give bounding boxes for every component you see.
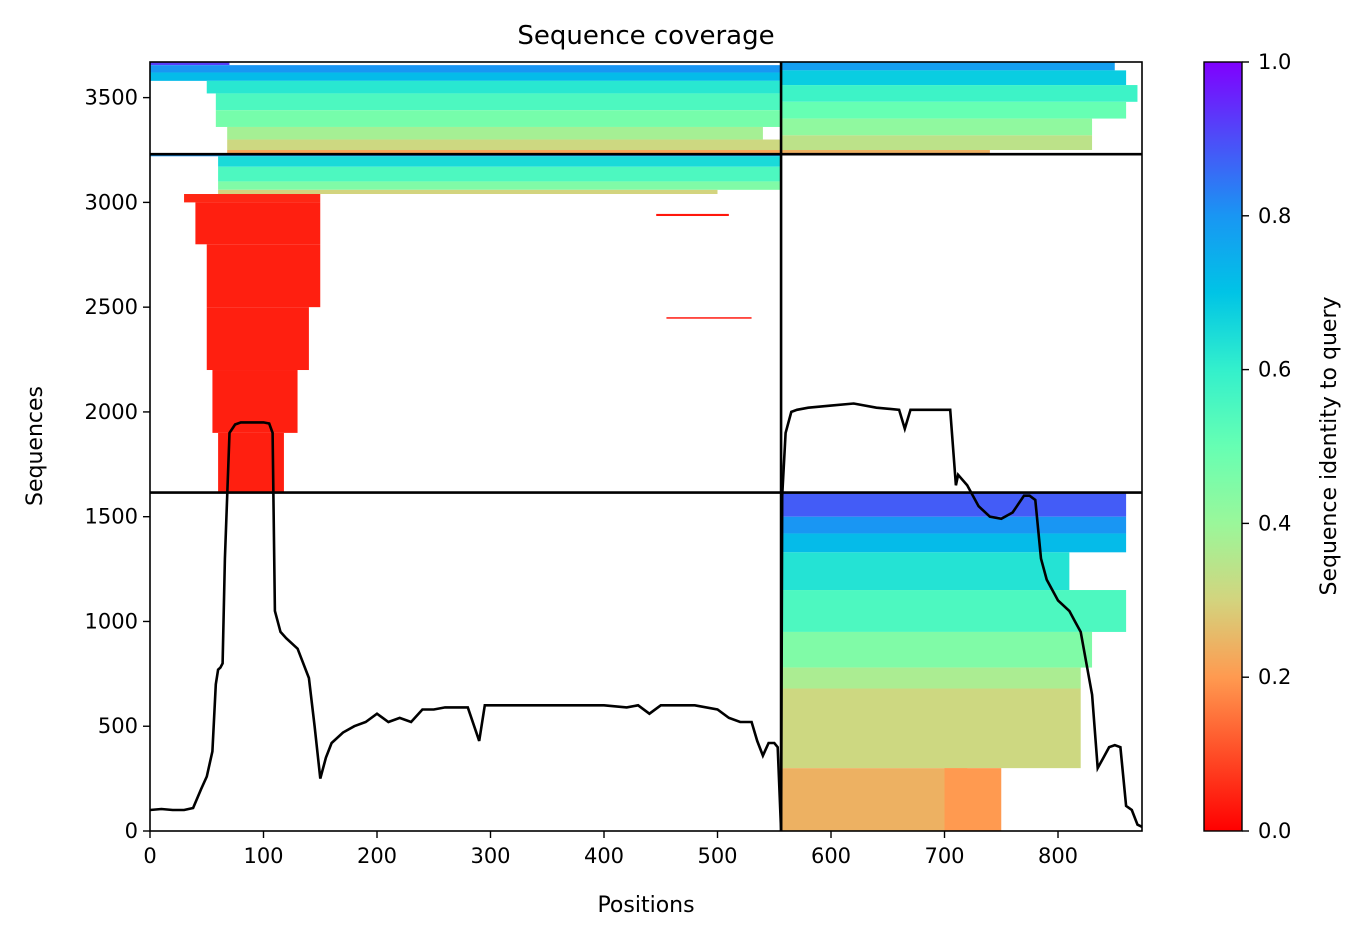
colorbar-gradient — [1203, 61, 1243, 832]
y-tick-label: 0 — [125, 819, 138, 843]
coverage-block — [184, 194, 321, 203]
colorbar-tick-label: 0.8 — [1258, 204, 1291, 228]
coverage-block — [781, 552, 1070, 591]
x-tick-label: 100 — [243, 844, 283, 868]
coverage-block — [781, 631, 1093, 668]
coverage-block — [218, 166, 782, 182]
plot-area — [149, 61, 1143, 832]
coverage-block — [666, 317, 752, 319]
coverage-block — [781, 135, 1093, 151]
y-tick-label: 1000 — [85, 609, 138, 633]
coverage-block — [781, 150, 990, 155]
x-axis: 0 100 200 300 400 500 600 700 800 — [143, 831, 1078, 868]
coverage-block — [944, 768, 1002, 831]
plot-frame — [149, 61, 1143, 832]
y-tick-label: 3500 — [85, 86, 138, 110]
coverage-block — [195, 202, 321, 245]
colorbar-label: Sequence identity to query — [1317, 296, 1342, 595]
coverage-block — [227, 126, 763, 140]
x-tick-label: 200 — [357, 844, 397, 868]
coverage-block — [206, 307, 309, 371]
coverage-block — [656, 213, 729, 217]
coverage-block — [218, 181, 782, 190]
x-tick-label: 600 — [811, 844, 851, 868]
y-tick-label: 1500 — [85, 505, 138, 529]
coverage-block — [781, 688, 1081, 769]
coverage-block — [150, 65, 782, 73]
y-tick-label: 3000 — [85, 190, 138, 214]
chart-title: Sequence coverage — [517, 21, 774, 51]
x-tick-label: 400 — [584, 844, 624, 868]
coverage-block — [206, 80, 782, 94]
x-tick-label: 500 — [697, 844, 737, 868]
coverage-block — [781, 516, 1127, 534]
colorbar: 0.0 0.2 0.4 0.6 0.8 1.0 Sequence identity to … — [1203, 50, 1342, 843]
colorbar-tick-label: 0.4 — [1258, 511, 1291, 535]
colorbar-tick-label: 0.6 — [1258, 358, 1291, 382]
coverage-block — [781, 590, 1127, 632]
coverage-line — [150, 402, 1142, 831]
x-tick-label: 800 — [1038, 844, 1078, 868]
colorbar-ticks: 0.0 0.2 0.4 0.6 0.8 1.0 — [1242, 50, 1291, 843]
coverage-block — [150, 72, 782, 81]
colorbar-tick-label: 0.2 — [1258, 665, 1291, 689]
y-tick-label: 500 — [98, 714, 138, 738]
y-axis-label: Sequences — [23, 386, 48, 506]
coverage-block — [781, 118, 1093, 136]
x-axis-label: Positions — [597, 893, 694, 918]
x-tick-label: 0 — [143, 844, 156, 868]
coverage-block — [781, 70, 1127, 86]
coverage-block — [781, 492, 1127, 517]
colorbar-tick-label: 1.0 — [1258, 50, 1291, 74]
coverage-block — [215, 93, 782, 111]
y-tick-label: 2500 — [85, 295, 138, 319]
coverage-block — [781, 85, 1138, 102]
coverage-block — [781, 667, 1081, 689]
coverage-block — [150, 62, 230, 66]
coverage-block — [218, 189, 718, 195]
x-tick-label: 300 — [470, 844, 510, 868]
coverage-block — [206, 244, 321, 308]
y-tick-label: 2000 — [85, 400, 138, 424]
coverage-blocks — [150, 62, 1138, 831]
coverage-block — [215, 110, 782, 127]
coverage-block — [781, 62, 1115, 71]
coverage-block — [227, 139, 782, 151]
coverage-block — [218, 156, 782, 167]
coverage-block — [781, 768, 968, 831]
coverage-block — [781, 533, 1127, 553]
x-tick-label: 700 — [924, 844, 964, 868]
y-axis: 0 500 1000 1500 2000 2500 3000 3500 — [85, 86, 150, 843]
coverage-block — [781, 101, 1127, 119]
coverage-block — [227, 150, 782, 155]
colorbar-tick-label: 0.0 — [1258, 819, 1291, 843]
